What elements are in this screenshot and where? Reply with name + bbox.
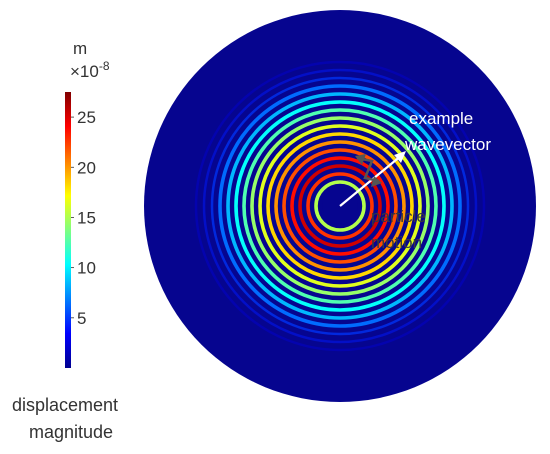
particle-motion-arrowhead-top bbox=[355, 154, 366, 165]
displacement-rings bbox=[194, 60, 486, 352]
wavevector-label-line1: example bbox=[409, 109, 473, 128]
displacement-ring bbox=[250, 116, 430, 296]
displacement-ring-faint bbox=[210, 76, 470, 336]
colorbar-exponent-power: -8 bbox=[99, 59, 110, 73]
colorbar-tick-5: 5 bbox=[77, 309, 86, 328]
displacement-ring-faint bbox=[202, 68, 478, 344]
displacement-ring bbox=[306, 172, 374, 240]
displacement-ring bbox=[258, 124, 422, 288]
displacement-ring bbox=[234, 100, 446, 312]
displacement-ring bbox=[298, 164, 382, 248]
particle-motion-arrow bbox=[356, 156, 380, 183]
particle-motion-label-line2: motion bbox=[371, 233, 422, 252]
displacement-ring bbox=[274, 140, 406, 272]
displacement-ring bbox=[218, 84, 462, 328]
wavevector-label-line2: wavevector bbox=[404, 135, 491, 154]
colorbar-caption-line1: displacement bbox=[12, 395, 118, 415]
displacement-ring bbox=[242, 108, 438, 304]
colorbar-exponent-base: ×10 bbox=[70, 62, 99, 81]
colorbar-ticks: 25 20 15 10 5 bbox=[71, 108, 96, 328]
displacement-ring bbox=[266, 132, 414, 280]
displacement-ring bbox=[282, 148, 398, 264]
displacement-ring bbox=[226, 92, 454, 320]
displacement-ring bbox=[290, 156, 390, 256]
colorbar-tick-10: 10 bbox=[77, 259, 96, 278]
colorbar-tick-25: 25 bbox=[77, 108, 96, 127]
particle-motion-arrowhead-bottom bbox=[371, 176, 382, 187]
colorbar-unit: m bbox=[73, 39, 87, 58]
annotations: example wavevector particle motion bbox=[339, 109, 491, 252]
colorbar-tick-20: 20 bbox=[77, 158, 96, 177]
colorbar-caption-line2: magnitude bbox=[29, 422, 113, 442]
colorbar-gradient bbox=[65, 92, 71, 368]
wavevector-arrowhead bbox=[394, 151, 406, 163]
colorbar-exponent: ×10-8 bbox=[70, 59, 110, 81]
colorbar: m ×10-8 25 20 15 10 5 displacement magnitude bbox=[12, 39, 118, 442]
displacement-ring-faint bbox=[194, 60, 486, 352]
particle-motion-label-line1: particle bbox=[371, 207, 426, 226]
colorbar-tick-15: 15 bbox=[77, 208, 96, 227]
displacement-ring bbox=[314, 180, 366, 232]
